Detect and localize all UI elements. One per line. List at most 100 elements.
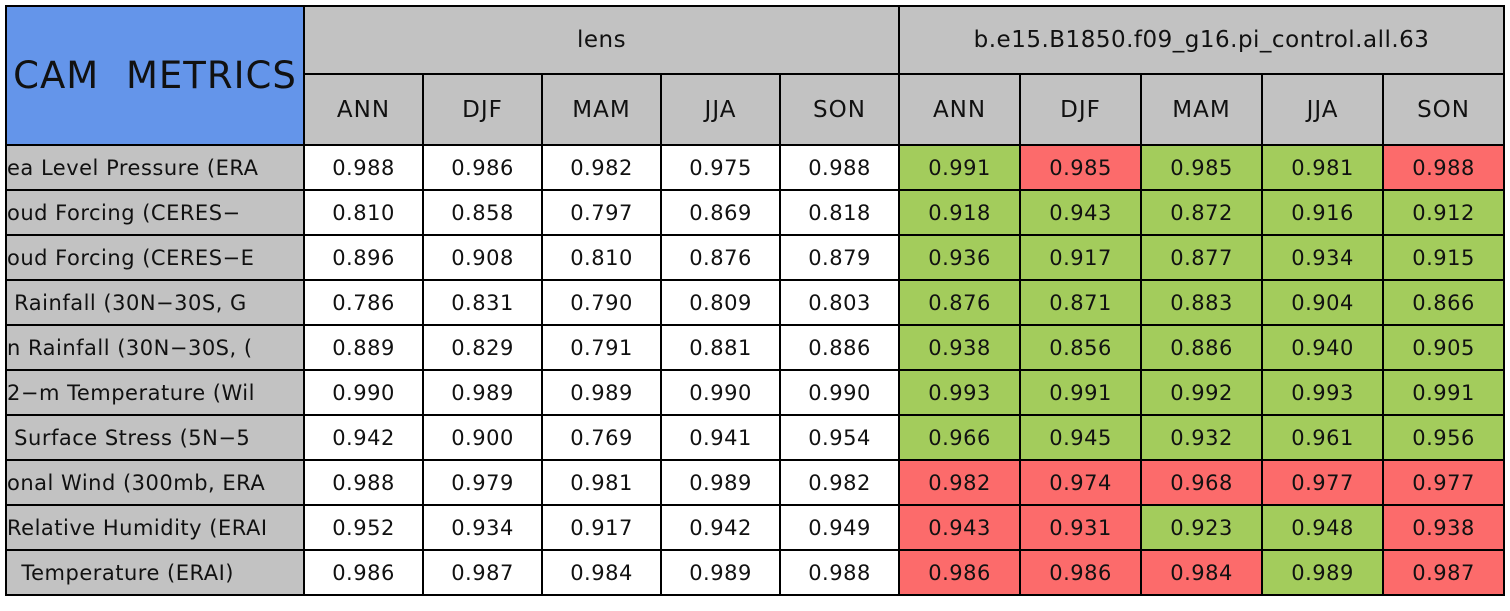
value-cell-control-green: 0.945 (1019, 414, 1143, 461)
value-cell-lens: 0.809 (660, 279, 781, 326)
value-cell-control-green: 0.981 (1261, 144, 1385, 191)
value-cell-control-green: 0.991 (898, 144, 1022, 191)
value-cell-lens: 0.908 (422, 234, 543, 281)
value-cell-control-green: 0.993 (898, 369, 1022, 416)
value-cell-lens: 0.818 (778, 189, 901, 236)
value-cell-control-red: 0.986 (1019, 549, 1143, 596)
value-cell-lens: 0.942 (303, 414, 424, 461)
value-cell-control-red: 0.968 (1140, 459, 1264, 506)
value-cell-lens: 0.810 (541, 234, 662, 281)
value-cell-lens: 0.988 (778, 144, 901, 191)
table-row: n Rainfall (30N−30S, (0.889 0.829 0.791 0.8… (5, 324, 1506, 371)
value-cell-lens: 0.829 (422, 324, 543, 371)
value-cell-lens: 0.881 (660, 324, 781, 371)
value-cell-lens: 0.803 (778, 279, 901, 326)
value-cell-control-green: 0.866 (1382, 279, 1506, 326)
value-cell-lens: 0.990 (778, 369, 901, 416)
value-cell-control-green: 0.985 (1140, 144, 1264, 191)
value-cell-control-red: 0.931 (1019, 504, 1143, 551)
value-cell-control-red: 0.938 (1382, 504, 1506, 551)
value-cell-lens: 0.810 (303, 189, 424, 236)
row-label: oud Forcing (CERES− (5, 189, 305, 236)
row-label: Relative Humidity (ERAI (5, 504, 305, 551)
value-cell-control-green: 0.934 (1261, 234, 1385, 281)
value-cell-control-green: 0.961 (1261, 414, 1385, 461)
value-cell-lens: 0.790 (541, 279, 662, 326)
value-cell-lens: 0.949 (778, 504, 901, 551)
value-cell-control-red: 0.977 (1261, 459, 1385, 506)
value-cell-lens: 0.886 (778, 324, 901, 371)
value-cell-lens: 0.975 (660, 144, 781, 191)
value-cell-control-green: 0.886 (1140, 324, 1264, 371)
season-header: MAM (1140, 73, 1264, 146)
value-cell-control-green: 0.856 (1019, 324, 1143, 371)
value-cell-lens: 0.896 (303, 234, 424, 281)
metrics-table: CAM METRICS lens b.e15.B1850.f09_g16.pi_… (5, 5, 1506, 596)
value-cell-control-green: 0.872 (1140, 189, 1264, 236)
value-cell-lens: 0.879 (778, 234, 901, 281)
value-cell-control-green: 0.923 (1140, 504, 1264, 551)
table-row: Rainfall (30N−30S, G 0.786 0.831 0.790 0.809… (5, 279, 1506, 326)
value-cell-control-green: 0.904 (1261, 279, 1385, 326)
value-cell-lens: 0.988 (303, 459, 424, 506)
value-cell-lens: 0.831 (422, 279, 543, 326)
value-cell-control-green: 0.916 (1261, 189, 1385, 236)
value-cell-control-red: 0.988 (1382, 144, 1506, 191)
season-header: ANN (898, 73, 1022, 146)
value-cell-control-red: 0.977 (1382, 459, 1506, 506)
value-cell-control-red: 0.985 (1019, 144, 1143, 191)
value-cell-lens: 0.982 (778, 459, 901, 506)
value-cell-control-green: 0.938 (898, 324, 1022, 371)
value-cell-control-green: 0.943 (1019, 189, 1143, 236)
row-label: Surface Stress (5N−5 (5, 414, 305, 461)
row-label: n Rainfall (30N−30S, ( (5, 324, 305, 371)
season-header: MAM (541, 73, 662, 146)
table-row: onal Wind (300mb, ERA 0.988 0.979 0.981 0.98… (5, 459, 1506, 506)
row-label: ea Level Pressure (ERA (5, 144, 305, 191)
value-cell-control-green: 0.956 (1382, 414, 1506, 461)
value-cell-lens: 0.786 (303, 279, 424, 326)
value-cell-control-green: 0.877 (1140, 234, 1264, 281)
value-cell-lens: 0.769 (541, 414, 662, 461)
table-row: Temperature (ERAI) 0.986 0.987 0.984 0.989 0.… (5, 549, 1506, 596)
value-cell-lens: 0.988 (778, 549, 901, 596)
value-cell-control-green: 0.936 (898, 234, 1022, 281)
value-cell-lens: 0.869 (660, 189, 781, 236)
value-cell-lens: 0.989 (422, 369, 543, 416)
value-cell-lens: 0.942 (660, 504, 781, 551)
value-cell-lens: 0.917 (541, 504, 662, 551)
group-header-control: b.e15.B1850.f09_g16.pi_control.all.63 (898, 5, 1506, 75)
value-cell-lens: 0.797 (541, 189, 662, 236)
value-cell-control-green: 0.989 (1261, 549, 1385, 596)
value-cell-control-green: 0.917 (1019, 234, 1143, 281)
value-cell-lens: 0.986 (422, 144, 543, 191)
season-header: DJF (1019, 73, 1143, 146)
season-header: ANN (303, 73, 424, 146)
table-row: oud Forcing (CERES− 0.810 0.858 0.797 0.869 0… (5, 189, 1506, 236)
season-header: SON (778, 73, 901, 146)
value-cell-lens: 0.990 (303, 369, 424, 416)
value-cell-control-red: 0.974 (1019, 459, 1143, 506)
season-header: JJA (660, 73, 781, 146)
corner-title: CAM METRICS (5, 5, 305, 146)
value-cell-lens: 0.988 (303, 144, 424, 191)
table-row: 2−m Temperature (Wil 0.990 0.989 0.989 0.990… (5, 369, 1506, 416)
value-cell-lens: 0.900 (422, 414, 543, 461)
table-row: oud Forcing (CERES−E 0.896 0.908 0.810 0.876… (5, 234, 1506, 281)
value-cell-control-green: 0.993 (1261, 369, 1385, 416)
group-header-row: CAM METRICS lens b.e15.B1850.f09_g16.pi_… (5, 5, 1506, 146)
season-header: DJF (422, 73, 543, 146)
value-cell-lens: 0.791 (541, 324, 662, 371)
value-cell-lens: 0.989 (660, 549, 781, 596)
value-cell-lens: 0.982 (541, 144, 662, 191)
value-cell-control-green: 0.932 (1140, 414, 1264, 461)
value-cell-control-green: 0.871 (1019, 279, 1143, 326)
value-cell-control-green: 0.918 (898, 189, 1022, 236)
value-cell-lens: 0.954 (778, 414, 901, 461)
row-label: onal Wind (300mb, ERA (5, 459, 305, 506)
value-cell-control-red: 0.987 (1382, 549, 1506, 596)
value-cell-lens: 0.990 (660, 369, 781, 416)
season-header: SON (1382, 73, 1506, 146)
value-cell-control-green: 0.991 (1019, 369, 1143, 416)
value-cell-control-green: 0.905 (1382, 324, 1506, 371)
